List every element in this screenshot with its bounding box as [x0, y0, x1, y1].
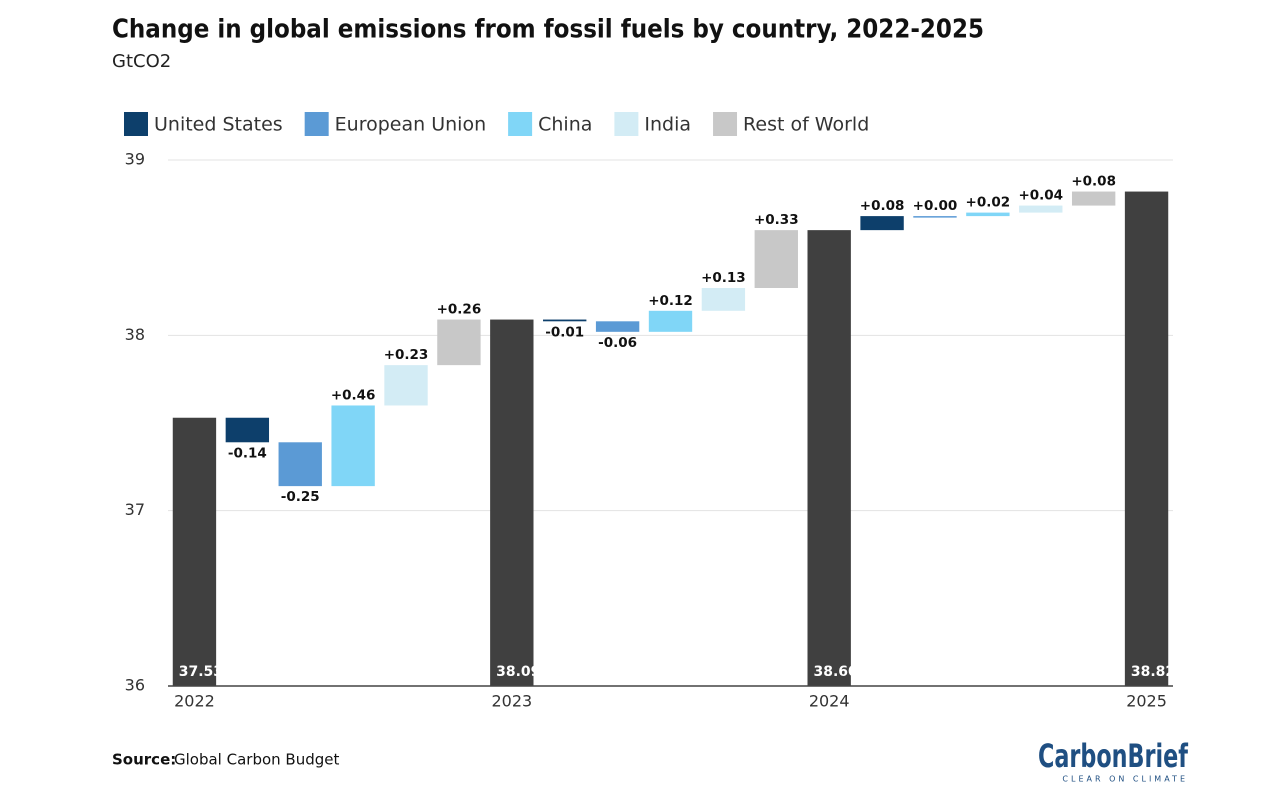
value-label: +0.08 — [1071, 174, 1116, 190]
delta-bar — [1071, 191, 1116, 206]
value-label: +0.33 — [754, 212, 799, 228]
y-tick-label: 38 — [125, 325, 145, 344]
value-label: +0.08 — [860, 198, 905, 214]
delta-bar — [648, 310, 693, 332]
y-tick-label: 37 — [125, 500, 145, 519]
chart-subtitle: GtCO2 — [112, 51, 171, 72]
total-label: 38.60 — [813, 664, 858, 680]
value-label: +0.12 — [648, 293, 693, 309]
delta-bar — [225, 417, 270, 443]
x-tick-label: 2024 — [809, 692, 850, 711]
y-tick-label: 36 — [125, 676, 145, 695]
delta-bar — [754, 230, 798, 288]
legend-swatch — [508, 112, 533, 136]
delta-bar — [913, 216, 957, 218]
value-label: +0.13 — [701, 270, 746, 286]
delta-bar — [437, 319, 481, 366]
total-bar — [490, 319, 534, 686]
legend-label: Rest of World — [743, 114, 869, 136]
legend-label: European Union — [335, 114, 486, 136]
legend-swatch — [304, 112, 329, 136]
delta-bar — [595, 321, 640, 332]
delta-bar — [331, 405, 375, 487]
delta-bar — [701, 287, 746, 311]
logo-tagline: CLEAR ON CLIMATE — [1062, 775, 1188, 784]
y-tick-label: 39 — [125, 150, 145, 169]
legend-swatch — [713, 112, 738, 136]
legend-label: China — [538, 114, 592, 136]
total-label: 38.09 — [496, 664, 540, 680]
x-tick-label: 2023 — [491, 692, 532, 711]
delta-bar — [966, 212, 1010, 217]
x-tick-label: 2022 — [174, 692, 215, 711]
value-label: -0.14 — [228, 445, 267, 461]
source-text: Global Carbon Budget — [174, 751, 339, 769]
legend-label: United States — [154, 114, 283, 136]
legend-swatch — [614, 112, 639, 136]
total-bar — [807, 230, 851, 686]
value-label: -0.01 — [545, 324, 584, 340]
total-bar — [1124, 191, 1169, 686]
value-label: +0.00 — [913, 198, 958, 214]
chart-title: Change in global emissions from fossil f… — [112, 15, 984, 45]
legend-label: India — [644, 114, 691, 136]
delta-bar — [384, 365, 428, 406]
logo: CarbonBrief — [1038, 737, 1189, 775]
total-label: 38.82 — [1131, 664, 1175, 680]
delta-bar — [860, 216, 904, 231]
value-label: -0.25 — [281, 489, 320, 505]
x-tick-label: 2025 — [1126, 692, 1167, 711]
value-label: +0.26 — [437, 302, 482, 318]
value-label: +0.02 — [966, 195, 1011, 211]
total-label: 37.53 — [179, 664, 223, 680]
delta-bar — [543, 319, 587, 322]
value-label: +0.46 — [331, 387, 376, 403]
source-label: Source: — [112, 751, 176, 769]
value-label: -0.06 — [598, 335, 637, 351]
total-bar — [172, 417, 217, 686]
value-label: +0.23 — [384, 347, 429, 363]
value-label: +0.04 — [1018, 188, 1063, 204]
legend-swatch — [124, 112, 148, 136]
delta-bar — [1019, 205, 1063, 213]
delta-bar — [278, 442, 322, 487]
